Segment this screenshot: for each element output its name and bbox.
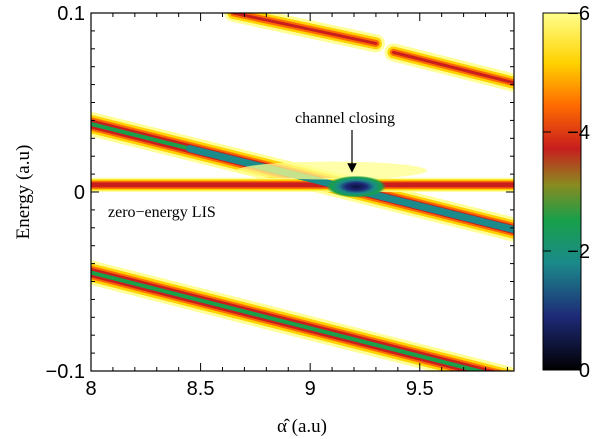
y-tick-label: 0.1	[57, 3, 85, 25]
annotation-channel-closing: channel closing	[295, 110, 395, 127]
heatmap-bands	[91, 13, 514, 371]
colorbar-tick-label: −2	[567, 241, 590, 263]
x-tick-label: 8	[85, 378, 96, 400]
y-axis-title: Energy (a.u)	[13, 145, 34, 240]
band-4	[384, 43, 514, 92]
y-tick-label: −0.1	[46, 361, 85, 383]
colorbar-tick-label: −6	[567, 3, 590, 25]
band-4-layer-3	[391, 50, 514, 85]
closing-halo	[237, 161, 428, 180]
x-tick-label: 8.5	[187, 378, 215, 400]
band-3-layer-3	[231, 13, 378, 45]
y-tick-label: 0	[74, 182, 85, 204]
colorbar	[542, 12, 582, 371]
annotation-zero-energy-lis: zero−energy LIS	[108, 204, 216, 221]
band-2	[91, 260, 514, 371]
x-tick-label: 9	[305, 378, 316, 400]
x-axis-title: α̂ (a.u)	[277, 416, 327, 437]
x-tick-label: 9.5	[406, 378, 434, 400]
colorbar-axis: −6 −4 −2 0	[543, 3, 590, 382]
colorbar-tick-label: −4	[567, 122, 590, 144]
x-axis: 8 8.5 9 9.5	[85, 13, 508, 400]
resonance-spot	[326, 175, 387, 198]
colorbar-tick-label: 0	[579, 360, 590, 382]
channel-closing-annotation: channel closing	[295, 110, 395, 173]
y-axis: 0.1 0 −0.1	[46, 3, 514, 383]
band-3	[224, 13, 385, 53]
band-2-layer-4	[91, 270, 487, 371]
